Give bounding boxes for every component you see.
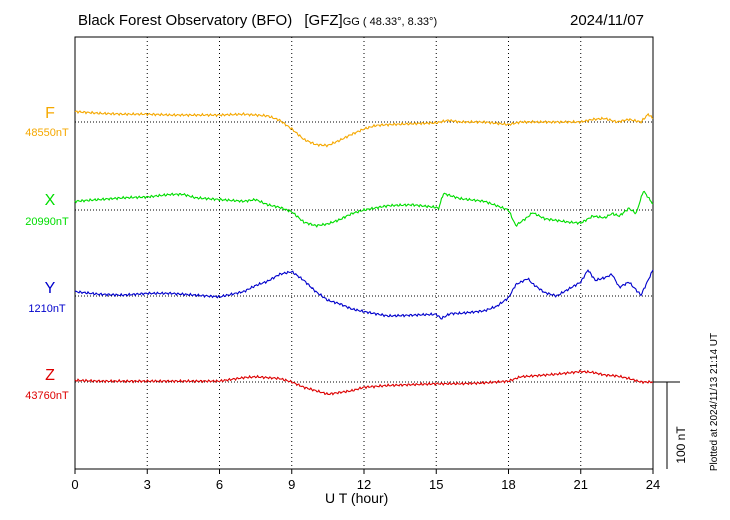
grid-lines [146,37,582,469]
x-tick-label: 3 [144,477,151,492]
scale-bar-label: 100 nT [674,426,688,464]
component-label-z: Z [45,367,55,384]
series-line-z [74,369,654,396]
plotted-timestamp: Plotted at 2024/11/13 21:14 UT [709,333,720,471]
date-label: 2024/11/07 [570,12,644,29]
series-lines [74,110,654,396]
x-tick-label: 0 [71,477,78,492]
baseline-label-y: 1210nT [28,303,66,315]
x-tick-label: 9 [288,477,295,492]
x-axis-label: U T (hour) [325,490,389,506]
series-line-x [74,190,654,228]
x-tick-label: 24 [646,477,660,492]
x-tick-label: 6 [216,477,223,492]
baseline-lines [75,121,680,383]
x-tick-label: 18 [501,477,515,492]
baseline-label-f: 48550nT [25,127,69,139]
observatory-name: Black Forest Observatory (BFO) [78,12,293,29]
scale-bar: 100 nT [653,381,688,469]
x-tick-label: 15 [429,477,443,492]
coordinates: GG ( 48.33°, 8.33°) [342,16,438,28]
component-label-y: Y [44,280,56,297]
page-title: Black Forest Observatory (BFO) [GFZ]GG (… [78,12,437,29]
baseline-label-x: 20990nT [25,216,69,228]
institute-tag: [GFZ] [304,12,343,29]
x-tick-label: 21 [574,477,588,492]
component-label-x: X [44,192,56,209]
x-ticks: 0 3 6 9 12 15 18 21 24 [71,469,660,492]
series-line-y [74,269,654,320]
component-label-f: F [45,105,55,122]
x-tick-label: 12 [357,477,371,492]
series-line-f [74,110,654,148]
baseline-label-z: 43760nT [25,390,69,402]
